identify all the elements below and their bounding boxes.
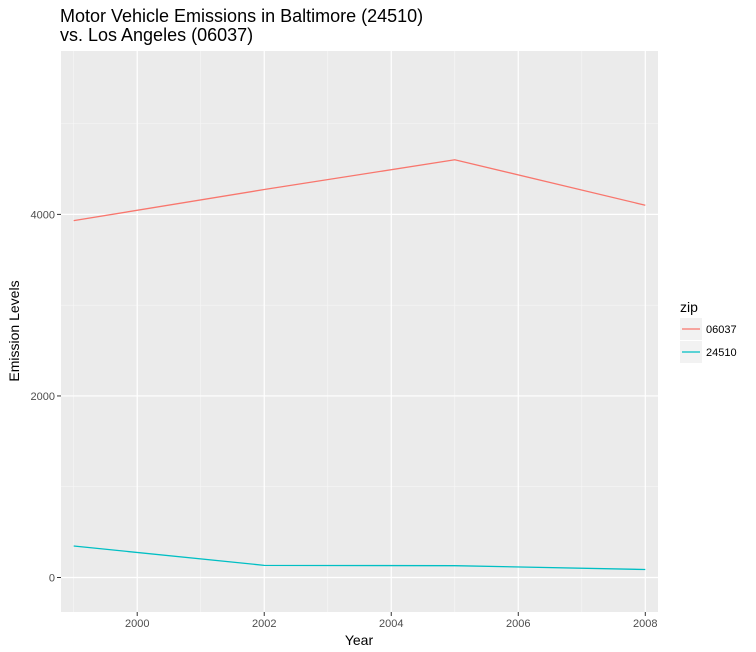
grid-lines <box>61 51 658 612</box>
x-tick-label: 2008 <box>633 618 657 630</box>
x-tick-label: 2002 <box>252 618 276 630</box>
y-axis-ticks: 0 2000 4000 <box>31 209 61 585</box>
y-tick-label: 2000 <box>31 391 55 403</box>
y-axis-title: Emission Levels <box>6 280 22 381</box>
legend-keys: 06037 24510 <box>680 318 737 363</box>
x-axis-title: Year <box>345 632 374 648</box>
y-tick-label: 0 <box>49 573 55 585</box>
series-line-06037 <box>73 159 646 222</box>
series-lines <box>73 159 646 571</box>
legend-title: zip <box>680 299 698 315</box>
y-tick-label: 4000 <box>31 209 55 221</box>
x-tick-label: 2004 <box>379 618 403 630</box>
series-line-24510 <box>73 545 646 571</box>
x-tick-label: 2000 <box>125 618 149 630</box>
legend-label: 24510 <box>706 347 737 359</box>
legend: zip 06037 24510 <box>680 299 737 363</box>
x-tick-label: 2006 <box>506 618 530 630</box>
chart-subtitle: vs. Los Angeles (06037) <box>60 25 253 45</box>
chart-title: Motor Vehicle Emissions in Baltimore (24… <box>60 6 423 26</box>
plot-panel <box>61 51 658 612</box>
x-axis-ticks: 2000 2002 2004 2006 2008 <box>125 612 658 630</box>
legend-label: 06037 <box>706 324 737 336</box>
